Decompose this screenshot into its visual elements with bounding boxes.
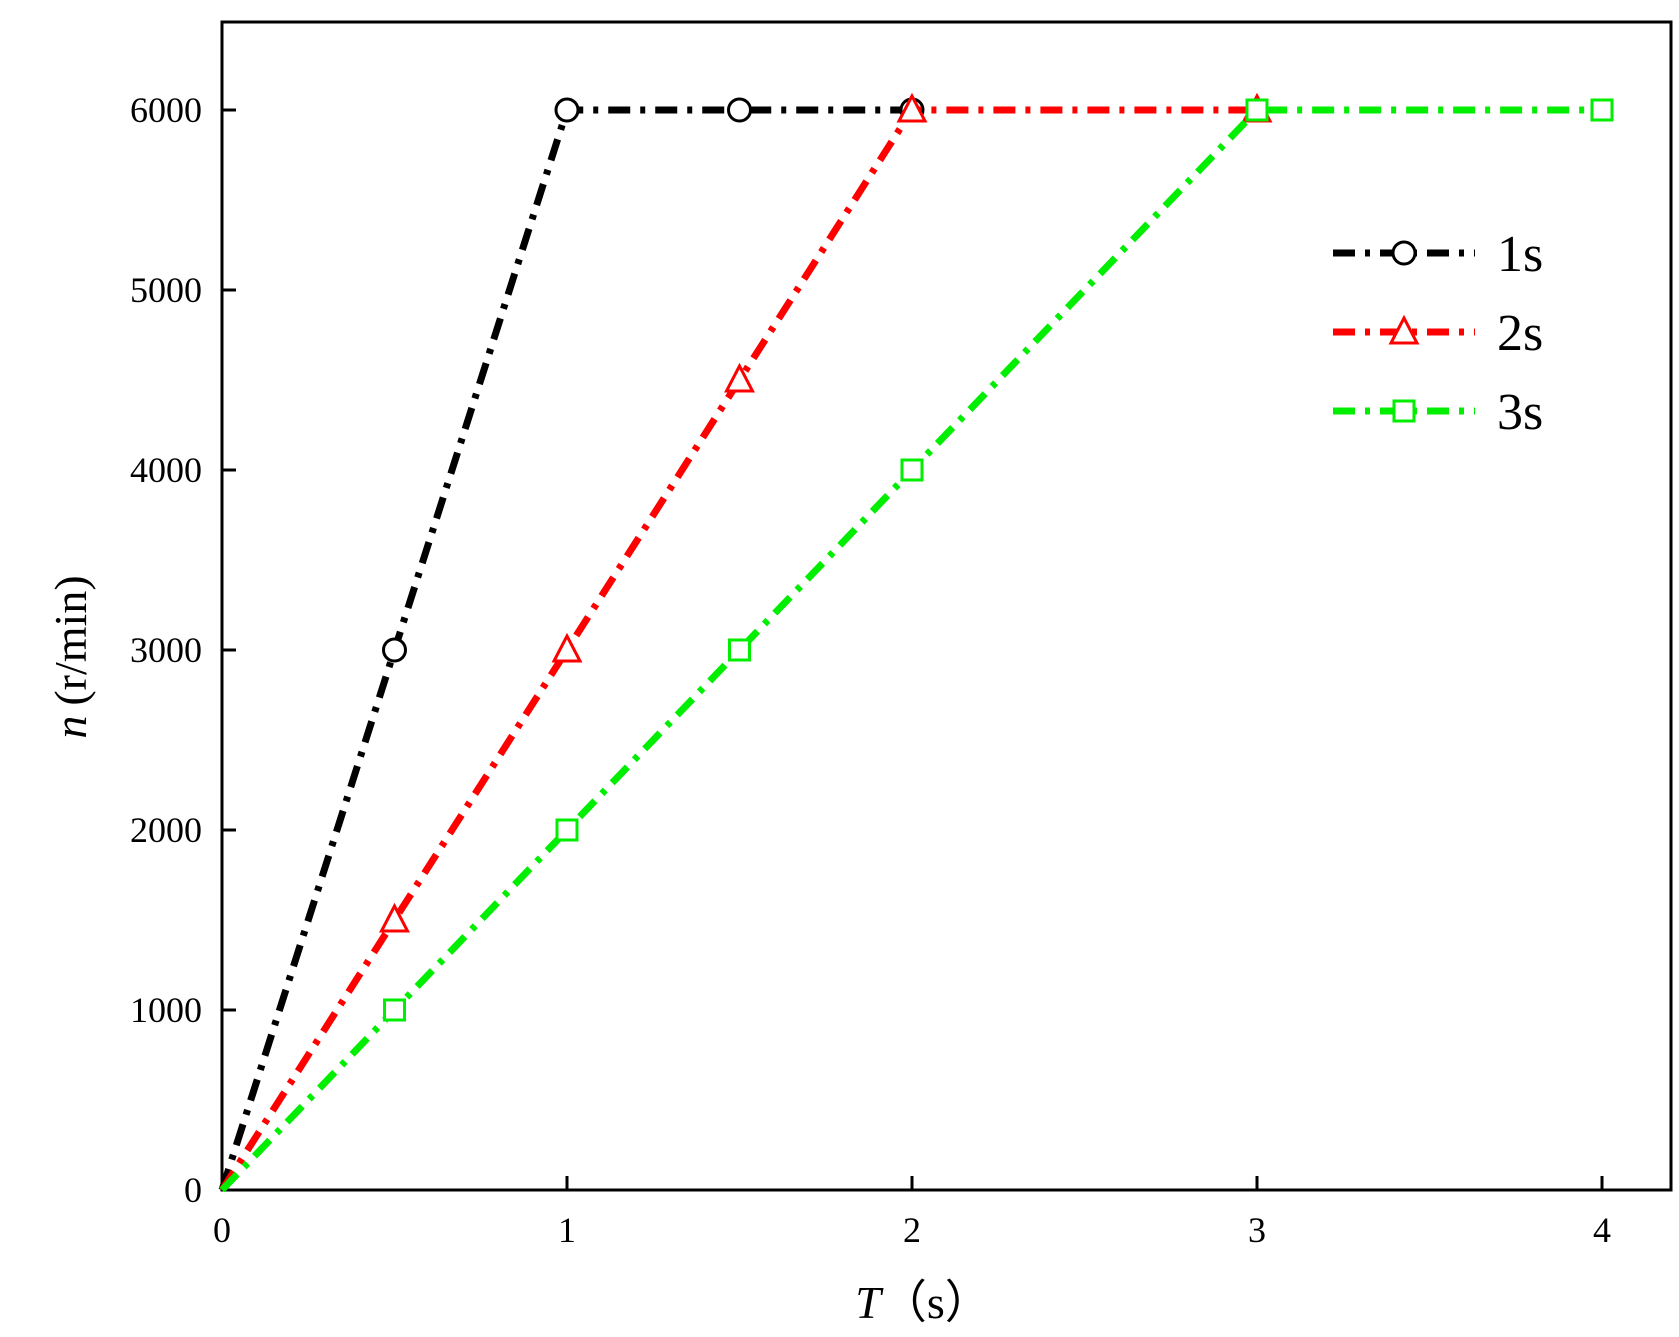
legend-label-1s: 1s — [1497, 226, 1543, 283]
y-axis-unit: (r/min) — [45, 575, 96, 705]
y-tick-label: 2000 — [130, 810, 202, 850]
series-line-3s — [219, 106, 1602, 1193]
y-tick-label: 5000 — [130, 270, 202, 310]
legend: 1s 2s 3s — [1333, 226, 1543, 441]
axis-ticks: 0 1 2 3 4 0 1000 2000 3000 4000 5000 6000 — [130, 90, 1611, 1250]
x-tick-label: 2 — [903, 1210, 921, 1250]
data-point-3s — [383, 998, 406, 1022]
data-point-2s — [896, 92, 928, 123]
x-tick-label: 3 — [1248, 1210, 1266, 1250]
x-axis-unit: （s） — [881, 1277, 991, 1328]
data-point-3s — [728, 638, 751, 662]
series-layer — [218, 92, 1614, 1193]
y-axis-title: n (r/min) — [45, 575, 96, 738]
y-tick-label: 3000 — [130, 630, 202, 670]
data-point-3s — [555, 818, 579, 842]
data-point-2s — [379, 902, 410, 933]
y-axis-variable: n — [45, 716, 96, 739]
legend-marker-1s — [1391, 240, 1417, 266]
y-tick-label: 0 — [184, 1170, 202, 1210]
legend-label-3s: 3s — [1497, 384, 1543, 441]
data-point-2s — [724, 362, 755, 393]
series-line-2s — [219, 106, 1257, 1192]
data-point-2s — [551, 632, 583, 663]
y-tick-label: 4000 — [130, 450, 202, 490]
data-point-3s — [1590, 98, 1614, 122]
legend-marker-2s — [1388, 314, 1420, 345]
y-tick-label: 1000 — [130, 990, 202, 1030]
legend-marker-3s — [1392, 399, 1416, 423]
x-tick-label: 4 — [1593, 1210, 1611, 1250]
x-axis-title: T（s） — [855, 1277, 991, 1328]
data-point-1s — [727, 97, 752, 123]
data-point-3s — [900, 458, 924, 482]
plot-frame — [220, 20, 1673, 1192]
x-tick-label: 0 — [213, 1210, 231, 1250]
data-point-1s — [382, 637, 407, 663]
y-tick-label: 6000 — [130, 90, 202, 130]
data-point-1s — [554, 97, 580, 123]
legend-label-2s: 2s — [1497, 305, 1543, 362]
data-point-3s — [1245, 98, 1269, 122]
x-tick-label: 1 — [558, 1210, 576, 1250]
x-axis-variable: T — [855, 1277, 884, 1328]
